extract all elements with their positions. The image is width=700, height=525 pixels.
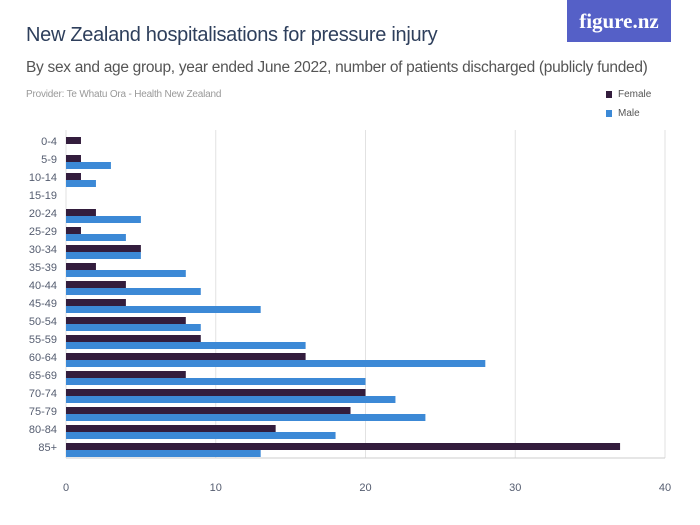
y-tick-label: 55-59 — [29, 334, 57, 346]
bar-male-50-54 — [66, 324, 201, 331]
y-tick-label: 20-24 — [29, 208, 57, 220]
chart-subtitle: By sex and age group, year ended June 20… — [26, 59, 648, 76]
figure-nz-logo[interactable]: figure.nz — [567, 0, 671, 42]
bar-male-20-24 — [66, 216, 141, 223]
y-tick-label: 80-84 — [29, 424, 57, 436]
bar-male-80-84 — [66, 432, 336, 439]
y-tick-label: 40-44 — [29, 280, 57, 292]
y-tick-label: 75-79 — [29, 406, 57, 418]
bar-male-75-79 — [66, 414, 426, 421]
bar-male-60-64 — [66, 360, 486, 367]
bar-male-25-29 — [66, 234, 126, 241]
legend-item-male: Male — [606, 108, 640, 119]
bar-female-20-24 — [66, 209, 96, 216]
bar-male-5-9 — [66, 162, 111, 169]
y-tick-label: 45-49 — [29, 298, 57, 310]
bar-male-35-39 — [66, 270, 186, 277]
legend-swatch-female — [606, 91, 612, 98]
y-tick-label: 70-74 — [29, 388, 57, 400]
y-tick-label: 25-29 — [29, 226, 57, 238]
bar-female-75-79 — [66, 407, 351, 414]
legend-label-female: Female — [618, 89, 652, 100]
bar-female-65-69 — [66, 371, 186, 378]
bar-female-0-4 — [66, 137, 81, 144]
bar-female-50-54 — [66, 317, 186, 324]
x-tick-label: 30 — [509, 482, 521, 494]
chart-title: New Zealand hospitalisations for pressur… — [26, 24, 438, 46]
bar-male-70-74 — [66, 396, 396, 403]
y-tick-label: 35-39 — [29, 262, 57, 274]
x-tick-label: 0 — [63, 482, 69, 494]
bar-female-80-84 — [66, 425, 276, 432]
bar-female-10-14 — [66, 173, 81, 180]
bar-female-40-44 — [66, 281, 126, 288]
y-tick-label: 30-34 — [29, 244, 57, 256]
y-tick-label: 0-4 — [41, 136, 57, 148]
bar-male-40-44 — [66, 288, 201, 295]
bar-male-85+ — [66, 450, 261, 457]
bar-female-45-49 — [66, 299, 126, 306]
provider-text: Provider: Te Whatu Ora - Health New Zeal… — [26, 89, 222, 100]
bar-female-30-34 — [66, 245, 141, 252]
legend-swatch-male — [606, 110, 612, 117]
y-tick-label: 5-9 — [41, 154, 57, 166]
y-tick-label: 10-14 — [29, 172, 57, 184]
y-tick-label: 65-69 — [29, 370, 57, 382]
x-tick-label: 10 — [210, 482, 222, 494]
bar-female-55-59 — [66, 335, 201, 342]
bar-male-65-69 — [66, 378, 366, 385]
legend-item-female: Female — [606, 89, 651, 100]
bar-male-10-14 — [66, 180, 96, 187]
legend-label-male: Male — [618, 108, 640, 119]
bar-female-60-64 — [66, 353, 306, 360]
y-tick-label: 50-54 — [29, 316, 57, 328]
x-tick-label: 20 — [359, 482, 371, 494]
y-tick-label: 60-64 — [29, 352, 57, 364]
bar-female-85+ — [66, 443, 621, 450]
bar-male-30-34 — [66, 252, 141, 259]
y-tick-label: 15-19 — [29, 190, 57, 202]
bar-female-5-9 — [66, 155, 81, 162]
bar-male-55-59 — [66, 342, 306, 349]
x-tick-label: 40 — [659, 482, 671, 494]
bar-female-35-39 — [66, 263, 96, 270]
bar-male-45-49 — [66, 306, 261, 313]
bar-female-25-29 — [66, 227, 81, 234]
bar-female-70-74 — [66, 389, 366, 396]
y-tick-label: 85+ — [38, 442, 57, 454]
